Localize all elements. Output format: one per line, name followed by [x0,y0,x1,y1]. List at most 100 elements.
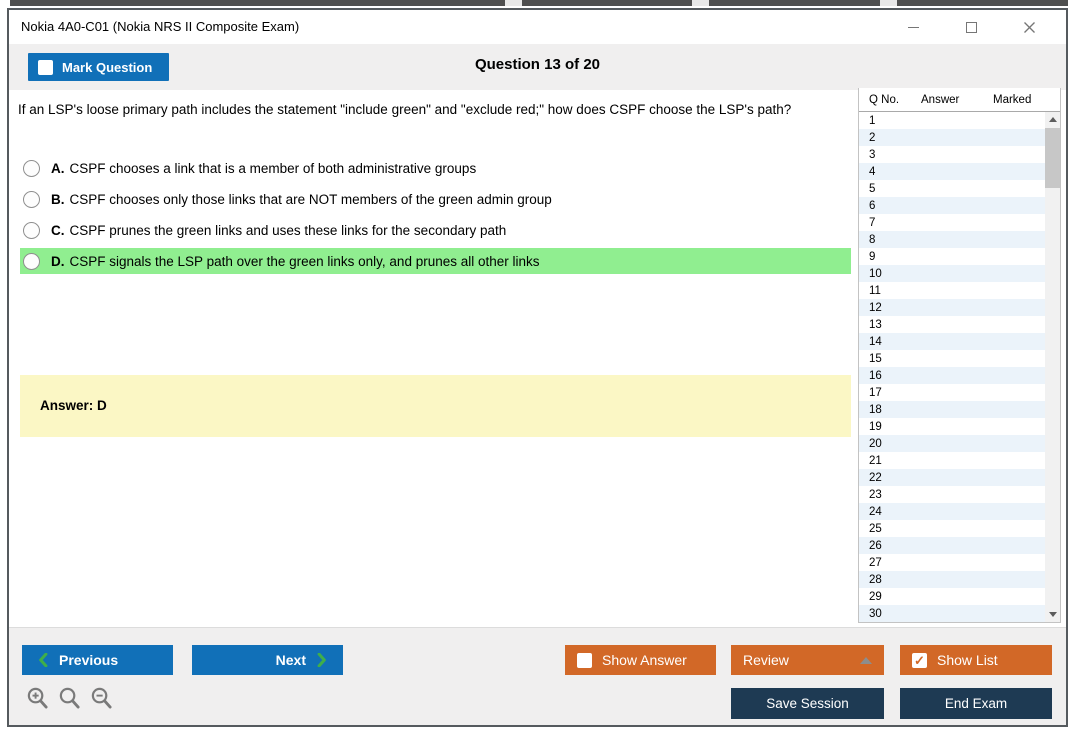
question-list-scrollbar[interactable] [1045,112,1060,622]
answer-option[interactable]: D. CSPF signals the LSP path over the gr… [20,248,851,274]
maximize-icon [965,21,977,33]
row-qno: 16 [869,369,882,382]
row-qno: 4 [869,165,876,178]
question-list-row[interactable]: 16 [859,367,1047,384]
row-qno: 19 [869,420,882,433]
previous-button[interactable]: Previous [22,645,173,675]
question-list-row[interactable]: 8 [859,231,1047,248]
zoom-in-icon[interactable] [26,686,49,710]
question-text: If an LSP's loose primary path includes … [18,102,792,117]
question-list-row[interactable]: 12 [859,299,1047,316]
row-qno: 2 [869,131,876,144]
maximize-button[interactable] [942,12,1000,42]
question-list-row[interactable]: 9 [859,248,1047,265]
show-answer-button[interactable]: Show Answer [565,645,716,675]
option-text: CSPF chooses only those links that are N… [69,191,552,207]
next-button[interactable]: Next [192,645,343,675]
option-letter: B. [51,191,65,207]
end-exam-button[interactable]: End Exam [900,688,1052,719]
row-qno: 3 [869,148,876,161]
zoom-out-icon[interactable] [90,686,113,710]
answer-option[interactable]: C. CSPF prunes the green links and uses … [20,217,851,243]
option-text: CSPF prunes the green links and uses the… [69,222,507,238]
question-list-row[interactable]: 20 [859,435,1047,452]
question-list-row[interactable]: 23 [859,486,1047,503]
show-answer-checkbox-icon[interactable] [577,652,592,668]
chevron-up-icon [1048,117,1057,122]
question-list-row[interactable]: 5 [859,180,1047,197]
row-qno: 18 [869,403,882,416]
question-list-row[interactable]: 26 [859,537,1047,554]
title-bar: Nokia 4A0-C01 (Nokia NRS II Composite Ex… [9,10,1066,44]
question-list-row[interactable]: 27 [859,554,1047,571]
row-qno: 22 [869,471,882,484]
zoom-reset-icon[interactable] [58,686,81,710]
show-list-checkbox-icon[interactable]: ✓ [912,652,927,668]
question-list-row[interactable]: 3 [859,146,1047,163]
question-list-row[interactable]: 11 [859,282,1047,299]
row-qno: 24 [869,505,882,518]
question-list-row[interactable]: 4 [859,163,1047,180]
end-exam-label: End Exam [944,696,1008,711]
row-qno: 10 [869,267,882,280]
question-list-row[interactable]: 22 [859,469,1047,486]
row-qno: 29 [869,590,882,603]
question-list-row[interactable]: 10 [859,265,1047,282]
chevron-left-icon [39,653,48,667]
question-list-row[interactable]: 17 [859,384,1047,401]
question-list-row[interactable]: 13 [859,316,1047,333]
background-window-edge [10,0,1068,6]
column-header-qno: Q No. [869,93,900,106]
row-qno: 20 [869,437,882,450]
radio-button-icon[interactable] [23,159,40,177]
minimize-button[interactable] [884,12,942,42]
window-controls [884,10,1058,44]
mark-question-button[interactable]: Mark Question [28,53,169,81]
answer-option[interactable]: A. CSPF chooses a link that is a member … [20,155,851,181]
row-qno: 15 [869,352,882,365]
option-letter: A. [51,160,65,176]
question-list-row[interactable]: 19 [859,418,1047,435]
question-list-row[interactable]: 24 [859,503,1047,520]
question-list-row[interactable]: 15 [859,350,1047,367]
question-list-row[interactable]: 30 [859,605,1047,622]
radio-button-icon[interactable] [23,221,40,239]
scroll-down-button[interactable] [1045,607,1060,622]
mark-question-checkbox-icon[interactable] [38,59,53,75]
option-letter: D. [51,253,65,269]
close-icon [1023,21,1035,33]
question-list-row[interactable]: 28 [859,571,1047,588]
question-list-row[interactable]: 1 [859,112,1047,129]
question-list-row[interactable]: 29 [859,588,1047,605]
row-qno: 9 [869,250,876,263]
question-list-panel: Q No. Answer Marked 1 2 3 4 5 6 7 [858,88,1061,623]
row-qno: 30 [869,607,882,620]
question-list-row[interactable]: 14 [859,333,1047,350]
scroll-up-button[interactable] [1045,112,1060,127]
save-session-button[interactable]: Save Session [731,688,884,719]
question-list-row[interactable]: 25 [859,520,1047,537]
question-list-row[interactable]: 6 [859,197,1047,214]
row-qno: 17 [869,386,882,399]
review-button[interactable]: Review [731,645,884,675]
question-list-row[interactable]: 2 [859,129,1047,146]
show-answer-label: Show Answer [602,652,687,668]
row-qno: 21 [869,454,882,467]
close-button[interactable] [1000,12,1058,42]
show-list-button[interactable]: ✓ Show List [900,645,1052,675]
scrollbar-thumb[interactable] [1045,128,1060,188]
row-qno: 26 [869,539,882,552]
save-session-label: Save Session [766,696,849,711]
row-qno: 25 [869,522,882,535]
radio-button-icon[interactable] [23,252,40,270]
option-text: CSPF chooses a link that is a member of … [69,160,477,176]
radio-button-icon[interactable] [23,190,40,208]
chevron-down-icon [1048,612,1057,617]
answer-option[interactable]: B. CSPF chooses only those links that ar… [20,186,851,212]
question-list-row[interactable]: 7 [859,214,1047,231]
row-qno: 12 [869,301,882,314]
question-list-row[interactable]: 21 [859,452,1047,469]
question-list-row[interactable]: 18 [859,401,1047,418]
question-counter: Question 13 of 20 [474,56,601,73]
